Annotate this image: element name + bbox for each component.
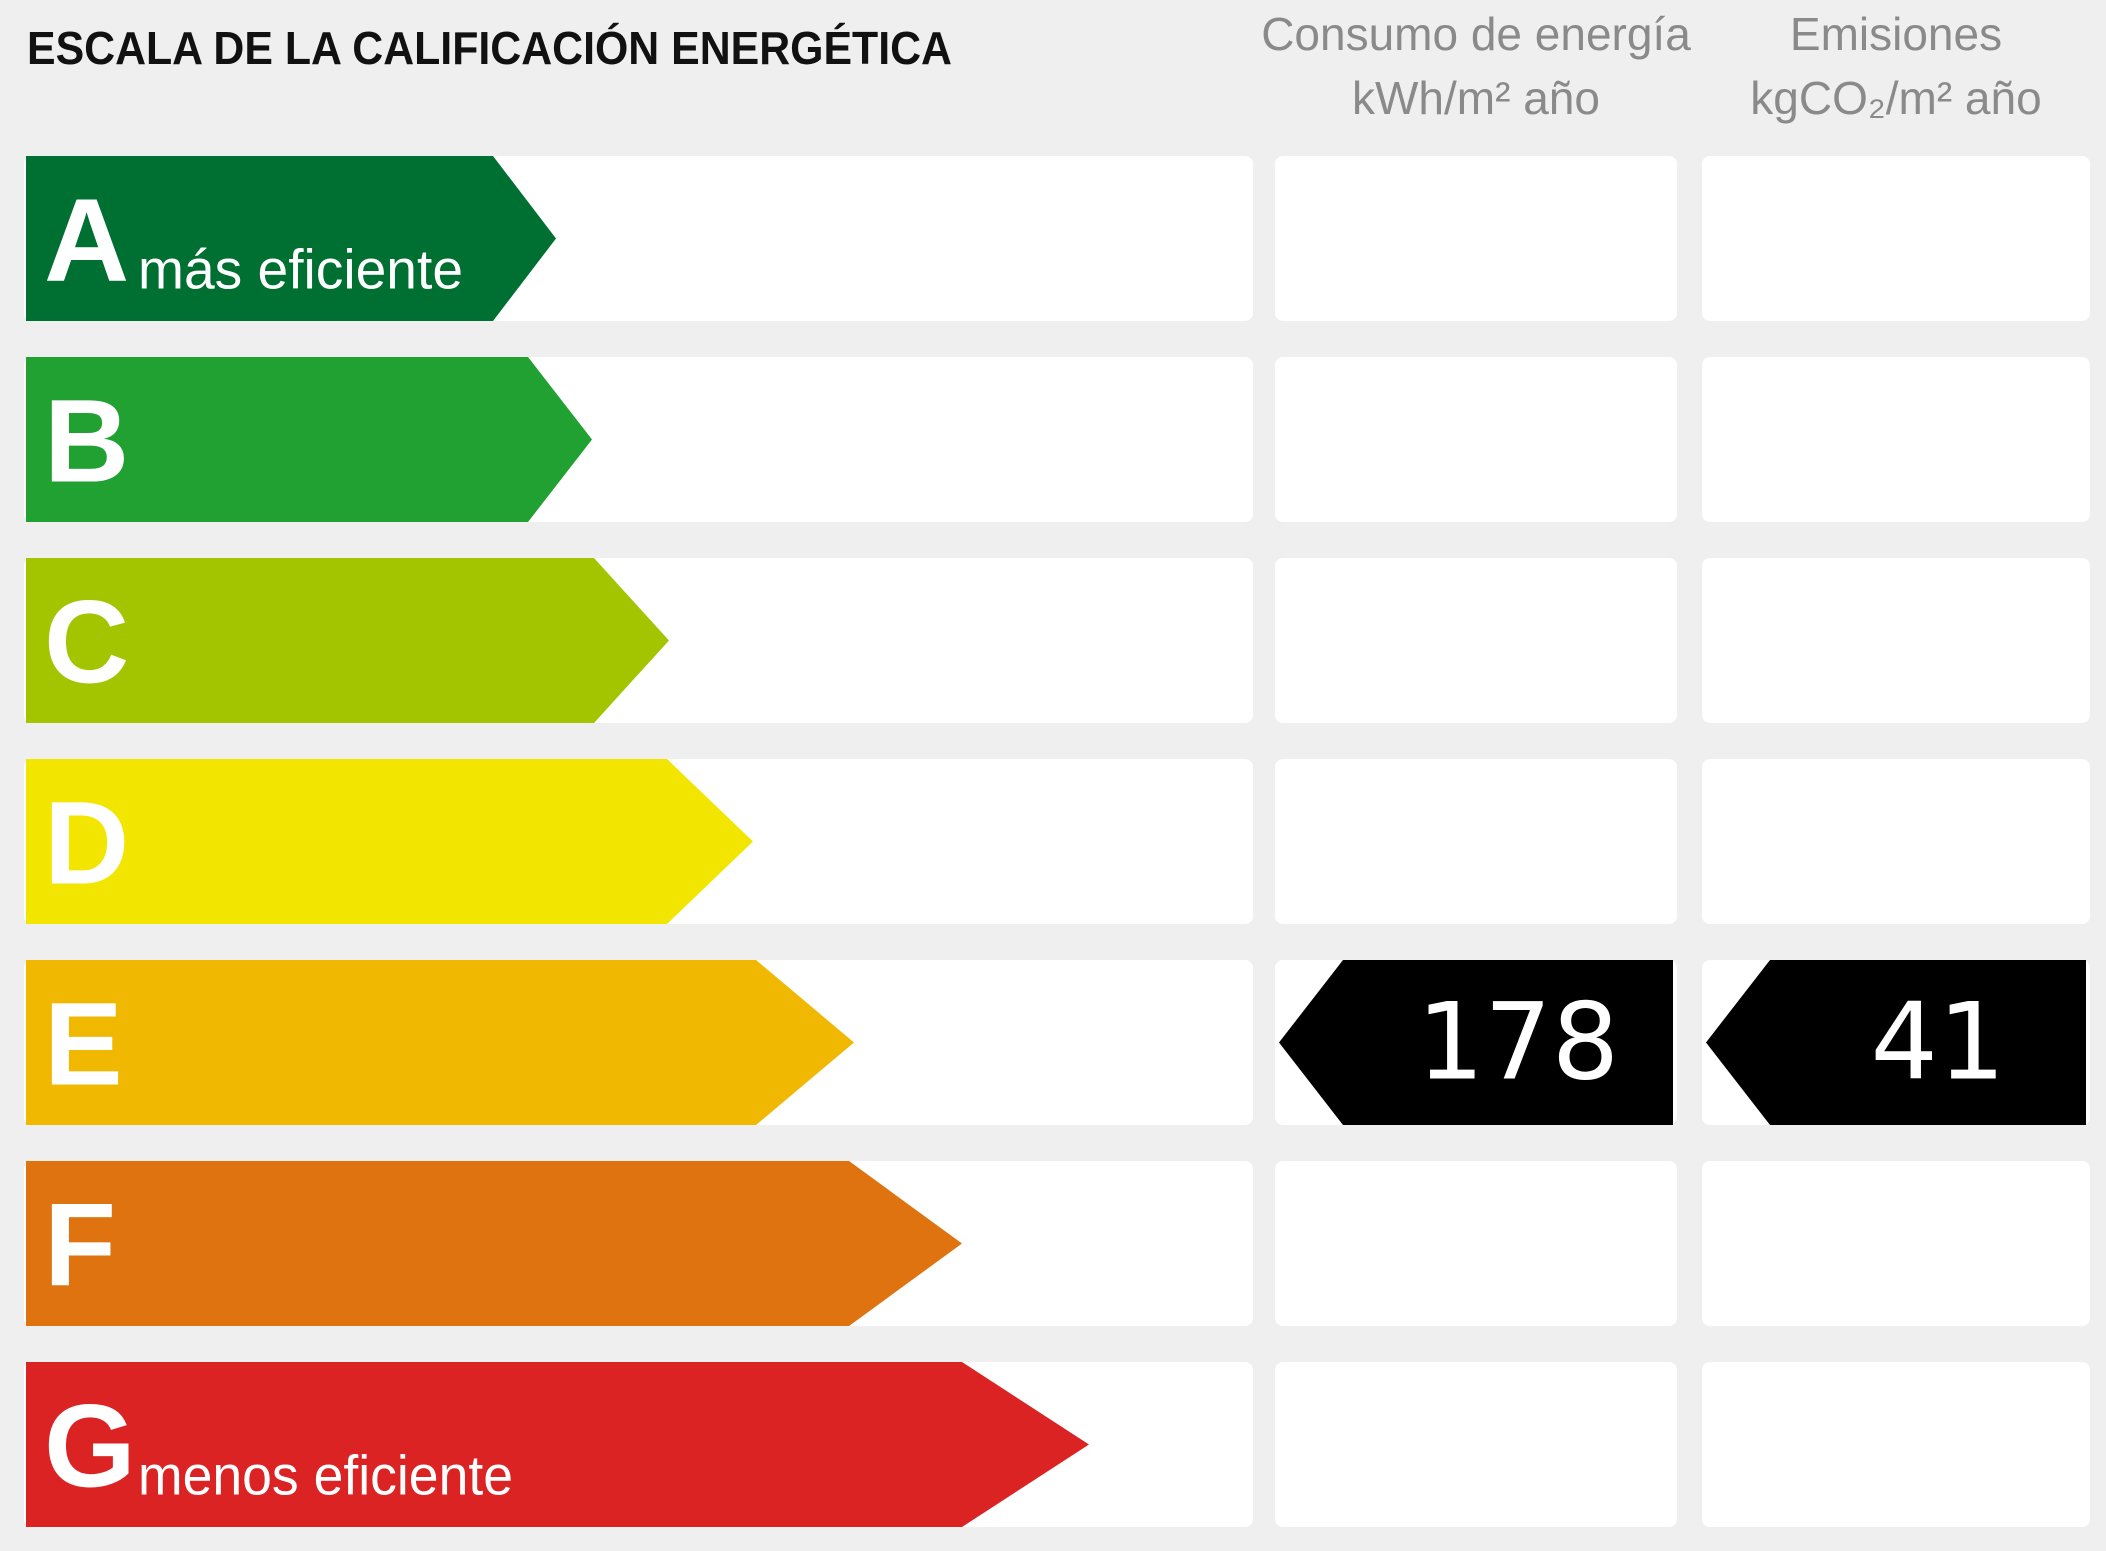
rating-letter: E xyxy=(44,979,123,1111)
value-label: 41 xyxy=(1871,981,2006,1104)
value-cell xyxy=(1702,1161,2090,1326)
value-cell xyxy=(1702,357,2090,522)
rating-arrow xyxy=(26,156,556,321)
rating-note: más eficiente xyxy=(138,238,463,301)
rating-arrow xyxy=(26,1161,962,1326)
rating-letter: A xyxy=(44,175,129,307)
value-cell xyxy=(1702,558,2090,723)
column-unit: kWh/m² año xyxy=(1352,72,1600,124)
value-cell xyxy=(1275,1161,1677,1326)
column-header: Emisiones xyxy=(1790,8,2002,60)
value-marker xyxy=(1706,960,2086,1125)
value-cell xyxy=(1275,759,1677,924)
value-cell xyxy=(1702,156,2090,321)
value-cell xyxy=(1702,759,2090,924)
rating-arrow xyxy=(26,960,854,1125)
rating-letter: B xyxy=(44,376,129,508)
title: ESCALA DE LA CALIFICACIÓN ENERGÉTICA xyxy=(27,22,952,74)
value-label: 178 xyxy=(1417,981,1619,1104)
rating-arrow xyxy=(26,759,753,924)
value-cell xyxy=(1275,156,1677,321)
value-cell xyxy=(1275,1362,1677,1527)
rating-note: menos eficiente xyxy=(138,1444,513,1507)
rating-letter: G xyxy=(44,1381,136,1513)
column-header: Consumo de energía xyxy=(1261,8,1691,60)
value-cell xyxy=(1275,558,1677,723)
value-marker xyxy=(1279,960,1673,1125)
rating-letter: C xyxy=(44,577,129,709)
value-cell xyxy=(1702,1362,2090,1527)
rating-arrow xyxy=(26,1362,1089,1527)
rating-letter: F xyxy=(44,1180,116,1312)
rating-arrow xyxy=(26,558,669,723)
value-cell xyxy=(1275,357,1677,522)
rating-arrow xyxy=(26,357,592,522)
column-unit: kgCO₂/m² año xyxy=(1750,72,2041,124)
rating-letter: D xyxy=(44,778,129,910)
